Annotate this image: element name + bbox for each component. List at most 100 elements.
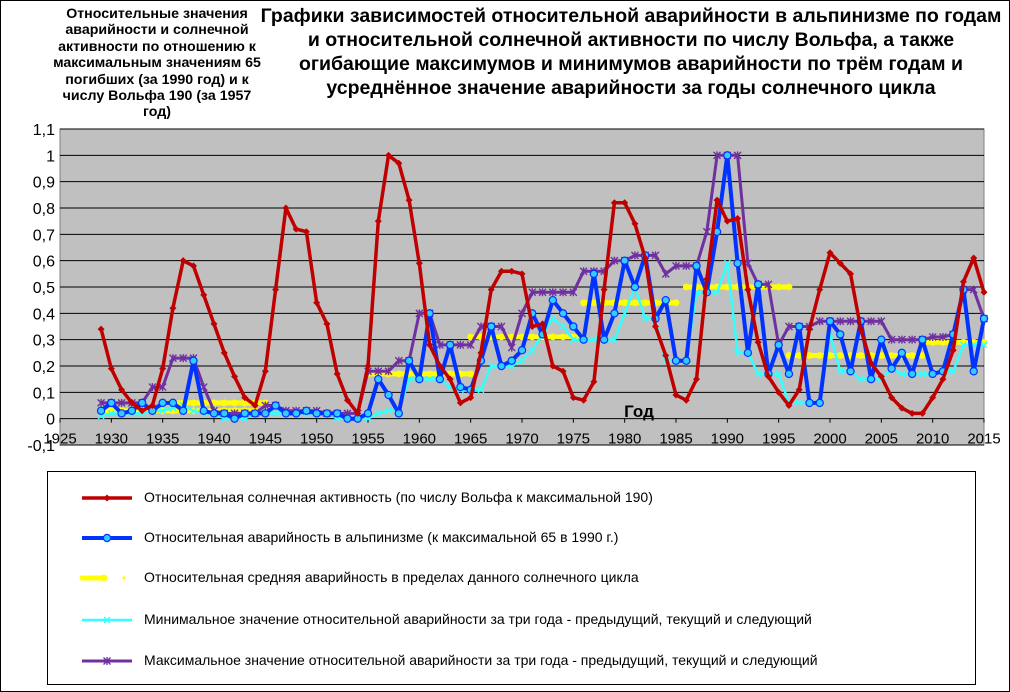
data-point <box>734 215 742 223</box>
y-tick-label: 0,7 <box>33 227 55 244</box>
legend-symbol <box>82 616 132 624</box>
data-point <box>610 336 618 344</box>
data-point <box>343 414 352 423</box>
data-point <box>251 402 259 409</box>
data-point <box>312 409 321 418</box>
data-point <box>456 399 464 407</box>
data-point <box>363 409 373 418</box>
solar-activity-series <box>97 151 988 417</box>
data-point <box>866 374 876 384</box>
data-point <box>857 375 865 383</box>
data-point <box>723 151 732 160</box>
data-point <box>682 261 691 270</box>
data-point <box>539 320 547 328</box>
data-point <box>435 340 444 349</box>
data-point <box>374 367 383 376</box>
data-point <box>908 409 916 417</box>
x-tick-label: 2015 <box>967 431 1000 448</box>
data-point <box>261 401 270 410</box>
data-point <box>857 325 865 333</box>
x-tick-label: 2010 <box>916 431 949 448</box>
data-point <box>405 196 413 204</box>
data-point <box>784 369 794 379</box>
data-point <box>507 356 516 365</box>
data-point <box>928 333 937 342</box>
data-point <box>959 278 967 286</box>
data-point <box>630 282 640 292</box>
data-point <box>394 356 403 365</box>
chart-title: Графики зависимостей относительной авари… <box>260 5 1002 99</box>
data-point <box>508 267 516 275</box>
data-point <box>702 227 711 236</box>
data-point <box>148 383 157 392</box>
data-point <box>415 309 424 318</box>
x-tick-label: 1930 <box>95 431 128 448</box>
data-point <box>918 335 927 344</box>
data-point <box>733 259 742 268</box>
y-tick-label: 0 <box>46 412 55 429</box>
data-point <box>497 361 506 371</box>
data-point <box>836 352 844 359</box>
data-point <box>199 406 208 415</box>
data-point <box>220 349 228 357</box>
data-point <box>918 409 926 417</box>
x-tick-label: 1970 <box>505 431 538 448</box>
data-point <box>610 309 619 318</box>
legend-marker <box>103 657 111 665</box>
data-point <box>641 254 649 262</box>
data-point <box>199 383 208 392</box>
data-point <box>589 269 599 279</box>
data-point <box>682 356 691 365</box>
data-point <box>487 362 495 370</box>
data-point <box>897 348 907 358</box>
legend-marker <box>103 494 111 502</box>
data-point <box>292 225 300 233</box>
data-point <box>970 254 978 262</box>
data-point <box>518 309 526 318</box>
data-point <box>580 299 587 307</box>
data-point <box>559 323 567 330</box>
x-tick-label: 1955 <box>351 431 384 448</box>
data-point <box>302 228 310 236</box>
data-point <box>158 383 167 392</box>
legend-marker <box>103 616 111 624</box>
data-point <box>569 322 578 331</box>
legend-item-average: Относительная средняя аварийность в пред… <box>48 566 973 590</box>
data-point <box>847 270 855 278</box>
data-point <box>877 335 886 344</box>
data-point <box>579 335 588 344</box>
data-point <box>118 386 126 394</box>
data-point <box>467 394 475 402</box>
data-point <box>836 259 844 267</box>
data-point <box>703 275 711 283</box>
data-point <box>477 349 485 357</box>
data-point <box>528 288 537 297</box>
data-point <box>394 409 403 418</box>
data-point <box>250 409 260 418</box>
legend-symbol <box>79 574 126 582</box>
data-point <box>415 374 424 384</box>
data-point <box>784 322 793 331</box>
data-point <box>107 398 116 408</box>
data-point <box>200 291 208 299</box>
x-tick-label: 1925 <box>43 431 76 448</box>
x-tick-label: 1935 <box>146 431 179 448</box>
data-point <box>949 346 957 354</box>
data-point <box>764 280 773 289</box>
data-point <box>816 352 824 359</box>
data-point <box>190 399 197 407</box>
data-point <box>159 365 167 373</box>
data-point <box>969 367 978 376</box>
data-point <box>128 399 136 407</box>
data-point <box>487 286 495 294</box>
data-point <box>918 370 926 378</box>
data-point <box>487 322 496 331</box>
data-point <box>271 401 280 410</box>
data-point <box>641 299 649 307</box>
data-point <box>169 304 177 312</box>
data-point <box>836 317 845 326</box>
data-point <box>445 340 455 350</box>
data-point <box>846 367 855 376</box>
data-point <box>662 351 670 359</box>
data-point <box>518 357 526 365</box>
